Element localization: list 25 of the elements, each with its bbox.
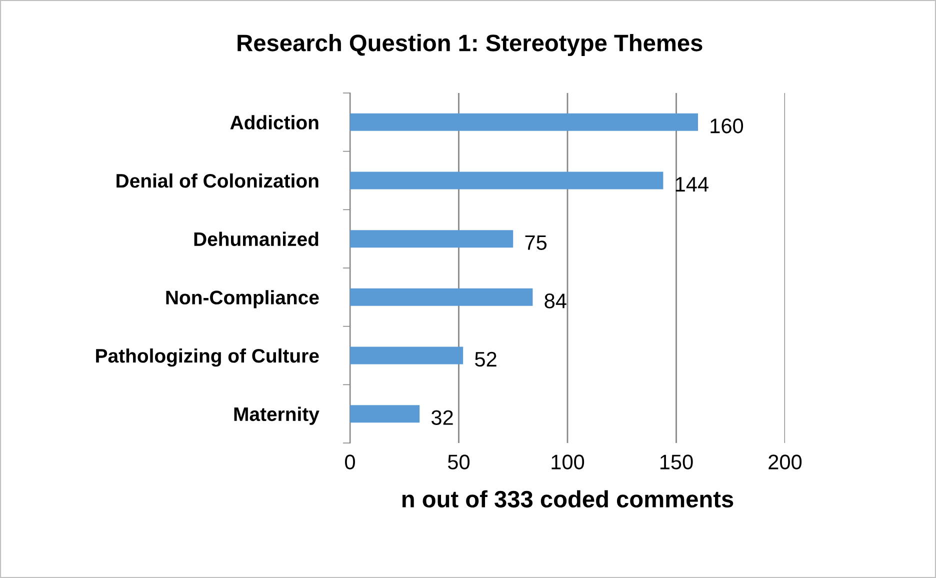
x-tick-label: 0	[345, 454, 355, 470]
x-tick-label: 50	[448, 454, 470, 470]
bar	[350, 230, 514, 248]
y-tick-label: Non-Compliance	[166, 290, 319, 308]
y-tick-label: Dehumanized	[194, 232, 318, 246]
x-tick-label: 150	[660, 454, 693, 470]
data-label: 144	[676, 177, 708, 192]
chart-title: Research Question 1: Stereotype Themes	[238, 34, 702, 56]
data-label: 52	[475, 352, 496, 367]
data-label: 84	[544, 294, 566, 308]
bar	[350, 405, 420, 423]
bar	[350, 288, 533, 306]
data-label: 32	[432, 410, 453, 425]
data-label: 160	[710, 118, 744, 134]
y-tick-label: Denial of Colonization	[116, 173, 318, 188]
x-axis-title: n out of 333 coded comments	[402, 490, 734, 508]
data-label: 75	[525, 235, 547, 250]
y-tick-label: Pathologizing of Culture	[96, 348, 319, 367]
bar	[350, 172, 664, 190]
bar	[350, 113, 698, 131]
x-tick-label: 100	[552, 454, 584, 470]
x-tick-label: 200	[768, 454, 802, 470]
y-tick-label: Maternity	[234, 406, 320, 425]
y-tick-label: Addiction	[230, 115, 318, 130]
bar	[350, 346, 464, 364]
